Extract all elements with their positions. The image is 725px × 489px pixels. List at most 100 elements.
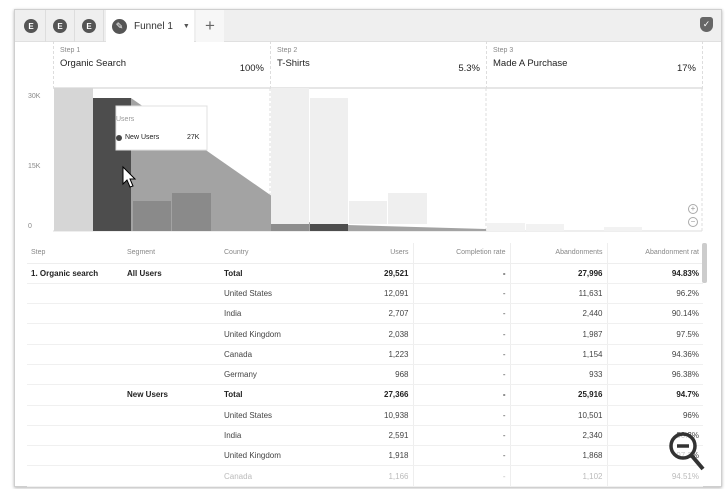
zoom-in-icon[interactable]: + (688, 204, 698, 214)
step-percent: 17% (676, 63, 696, 74)
step-name: Made A Purchase (493, 58, 568, 69)
table-scrollbar[interactable] (702, 243, 707, 283)
tooltip-title: Users (116, 116, 135, 123)
funnel-chart (53, 88, 703, 232)
col-step[interactable]: Step (27, 243, 123, 264)
series-dot-icon (116, 134, 122, 141)
y-tick: 15K (28, 163, 41, 170)
col-country[interactable]: Country (220, 243, 316, 264)
segment-badge: E (24, 19, 38, 33)
table-row[interactable]: India 2,707-2,440 90.14% (27, 303, 703, 325)
bar-segment3-step1[interactable] (133, 201, 171, 231)
cell-country: United States (220, 283, 316, 305)
cell-users: 1,166 (316, 465, 413, 487)
bar-segment4-step1[interactable] (172, 193, 211, 231)
table-row[interactable]: Germany 968-933 96.38% (27, 364, 703, 386)
col-abandonments[interactable]: Abandonments (509, 243, 607, 264)
cell-segment (123, 283, 220, 305)
bar-ghost (526, 224, 564, 231)
tooltip-value: 27K (187, 134, 200, 141)
segment-badge: E (82, 19, 96, 33)
cell-abandonments: 25,916 (509, 384, 607, 406)
tooltip-series: New Users (125, 134, 160, 141)
bar-all-users-step1[interactable] (54, 88, 93, 231)
shield-check-icon: ✓ (700, 17, 713, 32)
cell-step (27, 425, 123, 447)
col-segment[interactable]: Segment (123, 243, 220, 264)
cell-step (27, 303, 123, 325)
cell-abandonments: 1,154 (509, 344, 607, 365)
cell-users: 2,591 (316, 425, 413, 447)
cell-segment (123, 445, 220, 467)
cell-users: 10,938 (316, 405, 413, 426)
table-row[interactable]: Canada 1,166-1,102 94.51% (27, 465, 703, 487)
cell-step (27, 465, 123, 487)
cell-users: 1,223 (316, 344, 413, 365)
cell-abandonment-rate: 97.5% (606, 323, 703, 345)
table-row[interactable]: United Kingdom 2,038-1,987 97.5% (27, 323, 703, 345)
col-users[interactable]: Users (316, 243, 413, 264)
bar-all-users-step2[interactable] (271, 224, 309, 231)
bar-new-users-step2[interactable] (310, 224, 348, 231)
segment-tab-1[interactable]: E (17, 10, 46, 42)
cell-users: 27,366 (316, 384, 413, 406)
cell-country: United Kingdom (220, 445, 316, 467)
tooltip-box (115, 105, 208, 151)
step-header-1: Step 1 Organic Search 100% (53, 41, 270, 89)
cell-segment (123, 323, 220, 345)
bar-ghost (604, 227, 642, 231)
cell-users: 2,038 (316, 323, 413, 345)
mouse-cursor-icon (122, 165, 137, 188)
tab-bar: E E E ✎ Funnel 1 ▼ + ✓ (15, 10, 721, 43)
cell-completion-rate: - (412, 384, 510, 406)
bar-ghost (271, 88, 309, 224)
bar-ghost (388, 193, 427, 224)
cell-abandonments: 933 (509, 364, 607, 386)
table-row[interactable]: United States 12,091-11,631 96.2% (27, 283, 703, 305)
tab-funnel-1[interactable]: ✎ Funnel 1 ▼ (106, 10, 194, 43)
funnel-table: Step Segment Country Users Completion ra… (27, 243, 703, 487)
tab-label: Funnel 1 (134, 21, 173, 32)
col-completion-rate[interactable]: Completion rate (412, 243, 510, 264)
table-row[interactable]: Canada 1,223-1,154 94.36% (27, 344, 703, 365)
cell-abandonments: 11,631 (509, 283, 607, 305)
table-row[interactable]: New Users Total 27,366-25,916 94.7% (27, 384, 703, 406)
cell-country: India (220, 303, 316, 325)
cell-step (27, 445, 123, 467)
abandonment-area (131, 98, 486, 231)
step-header-2: Step 2 T-Shirts 5.3% (270, 41, 486, 89)
cell-step (27, 364, 123, 386)
cell-country: United States (220, 405, 316, 426)
segment-tab-2[interactable]: E (46, 10, 75, 42)
chevron-down-icon[interactable]: ▼ (182, 23, 190, 30)
segment-tab-3[interactable]: E (75, 10, 104, 42)
cell-abandonments: 1,987 (509, 323, 607, 345)
table-row[interactable]: 1. Organic search All Users Total 29,521-27… (27, 263, 703, 284)
table-row[interactable]: United States 10,938-10,501 96% (27, 405, 703, 426)
col-abandonment-rate[interactable]: Abandonment rat (606, 243, 703, 264)
cell-country: United Kingdom (220, 323, 316, 345)
cell-country: Total (220, 384, 316, 406)
bar-ghost (487, 223, 525, 231)
cell-step (27, 344, 123, 365)
cell-step (27, 384, 123, 406)
cell-segment (123, 465, 220, 487)
cell-abandonments: 10,501 (509, 405, 607, 426)
cell-step (27, 323, 123, 345)
cell-completion-rate: - (412, 364, 510, 386)
cell-completion-rate: - (412, 425, 510, 447)
segment-badge: E (53, 19, 67, 33)
step-name: Organic Search (60, 58, 127, 69)
cell-abandonment-rate: 94.51% (606, 465, 703, 487)
y-tick: 30K (28, 93, 41, 100)
cell-abandonment-rate: 96.38% (606, 364, 703, 386)
step-percent: 5.3% (458, 63, 480, 74)
cell-segment: All Users (123, 263, 220, 284)
cell-abandonments: 2,340 (509, 425, 607, 447)
add-tab-button[interactable]: + (196, 10, 224, 42)
tooltip-row: New Users 27K (116, 134, 199, 141)
cell-completion-rate: - (412, 303, 510, 325)
zoom-out-icon[interactable]: − (688, 217, 698, 227)
